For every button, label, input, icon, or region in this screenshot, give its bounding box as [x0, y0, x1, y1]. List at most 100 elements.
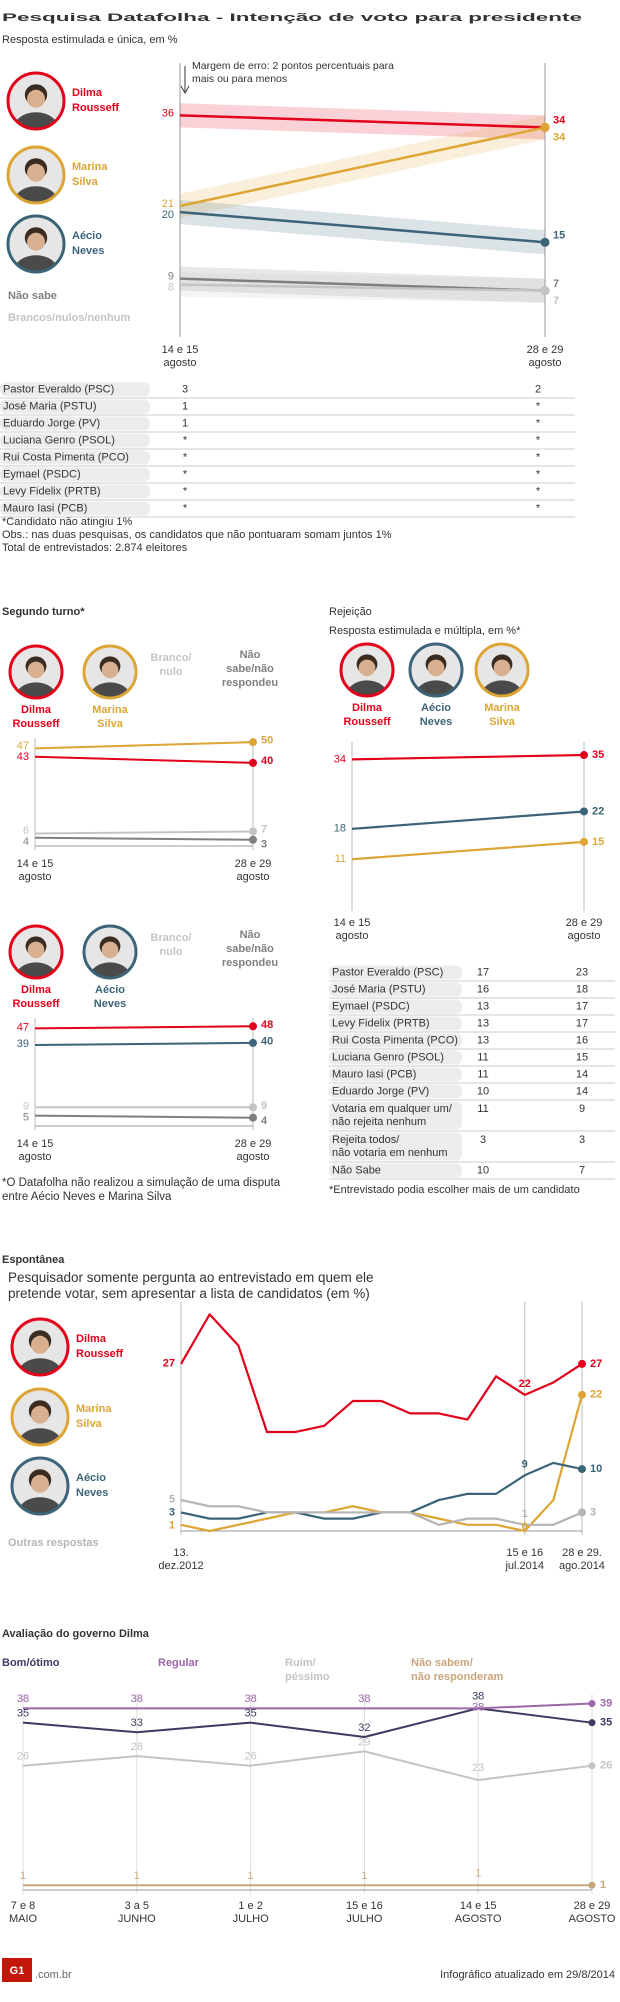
row-name-bg	[329, 1132, 462, 1161]
photo-ring	[339, 642, 395, 698]
text-line: dez.2012	[158, 1560, 203, 1572]
value-label: 39	[600, 1697, 612, 1709]
main-title: Pesquisa Datafolha - Intenção de voto pa…	[2, 12, 582, 24]
value-label: 29	[358, 1736, 370, 1748]
value-label: 38	[17, 1693, 29, 1705]
row-name: José Maria (PSTU)	[3, 400, 97, 412]
text-line: Branco/	[151, 652, 192, 664]
photo	[341, 644, 393, 696]
legend-label: Brancos/nulos/nenhum	[8, 312, 130, 324]
text-line: 15 e 16	[506, 1547, 543, 1559]
text-line: 28 e 29	[527, 344, 564, 356]
logo-domain: .com.br	[35, 1969, 72, 1981]
cell: *	[536, 485, 541, 497]
end-point	[249, 1038, 257, 1047]
photo-head	[31, 1335, 49, 1354]
text-line: Regular	[158, 1657, 200, 1669]
cell: 14	[576, 1085, 588, 1097]
note: *Entrevistado podia escolher mais de um …	[329, 1184, 580, 1196]
text-line: Rejeita todos/	[332, 1134, 400, 1146]
legend-label: Dilma Rousseff	[12, 704, 59, 730]
cell: 9	[579, 1103, 585, 1115]
cell: 13	[477, 1034, 489, 1046]
text-line: Dilma	[21, 704, 52, 716]
x-tick-label: 15 e 16 JULHO	[346, 1900, 383, 1925]
legend-label: Aécio Neves	[94, 984, 126, 1010]
row-name: Rejeita todos/não votaria em nenhum	[332, 1134, 448, 1159]
value-label: 1	[522, 1508, 528, 1520]
value-label: 38	[131, 1693, 143, 1705]
section-title: Rejeição	[329, 606, 372, 618]
text-line: Marina	[92, 704, 128, 716]
series-line	[34, 755, 254, 764]
row-name-bg	[329, 1101, 462, 1130]
value-label: 7	[553, 278, 559, 290]
text-line: 1 e 2	[238, 1900, 262, 1912]
text-line: agosto	[567, 930, 600, 942]
text-line: agosto	[236, 871, 269, 883]
cell: 13	[477, 1000, 489, 1012]
value-label: 38	[472, 1701, 484, 1713]
photo-ring	[10, 1456, 70, 1516]
cell: 16	[576, 1034, 588, 1046]
legend-label: Branco/nulo	[151, 652, 192, 678]
value-label: 35	[244, 1708, 256, 1720]
row-name-bg	[329, 999, 462, 1014]
series-line	[351, 753, 585, 761]
photo-ring	[10, 1387, 70, 1447]
photo-head	[27, 232, 45, 251]
text-line: Dilma	[72, 87, 103, 99]
end-point	[578, 1508, 586, 1517]
text-line: 15 e 16	[346, 1900, 383, 1912]
value-label: 43	[17, 751, 29, 763]
text-line: Dilma	[21, 984, 52, 996]
value-label: 48	[261, 1019, 273, 1031]
row-name: Votaria em qualquer um/não rejeita nenhu…	[332, 1103, 453, 1128]
text-line: Aécio	[95, 984, 125, 996]
photo-ring	[82, 644, 138, 700]
cell: *	[183, 468, 188, 480]
value-label: 1	[169, 1519, 175, 1531]
text-line: Não	[240, 929, 261, 941]
cell: 14	[576, 1068, 588, 1080]
end-point	[588, 1762, 596, 1770]
value-label: 11	[335, 853, 346, 865]
legend-label: Não sabe/não respondeu	[222, 929, 278, 969]
photo-ring	[6, 71, 66, 131]
text-line: Marina	[72, 161, 108, 173]
value-label: 39	[17, 1038, 29, 1050]
text-line: Neves	[94, 998, 126, 1010]
cell: *	[183, 502, 188, 514]
text-line: Silva	[72, 176, 99, 188]
row-name-bg	[0, 382, 150, 397]
row-name: Levy Fidelix (PRTB)	[3, 485, 101, 497]
value-label: 32	[358, 1722, 370, 1734]
x-tick-label: 14 e 15 agosto	[162, 344, 199, 369]
row-name: Rui Costa Pimenta (PCO)	[332, 1034, 458, 1046]
row-name-bg	[0, 399, 150, 414]
x-tick-label: 28 e 29 agosto	[235, 1138, 272, 1163]
text-line: Rousseff	[12, 998, 59, 1010]
cell: 23	[576, 966, 588, 978]
series-line	[179, 210, 546, 244]
row-name: Eduardo Jorge (PV)	[332, 1085, 429, 1097]
legend-label: Marina Silva	[76, 1403, 112, 1430]
value-label: 35	[600, 1717, 612, 1729]
photo-head	[358, 659, 376, 677]
end-point	[249, 1113, 257, 1122]
text-line: Neves	[420, 716, 452, 728]
photo	[8, 73, 64, 129]
legend-label: Aécio Neves	[76, 1472, 108, 1499]
value-label: 18	[334, 823, 346, 835]
row-name: Pastor Everaldo (PSC)	[332, 966, 443, 978]
row-name-bg	[0, 416, 150, 431]
text-line: JULHO	[346, 1913, 383, 1925]
photo-head	[427, 659, 445, 677]
text-line: não responderam	[411, 1671, 504, 1683]
value-label: 8	[168, 282, 174, 294]
value-label: 47	[17, 740, 29, 752]
cell: 18	[576, 983, 588, 995]
x-tick-label: 1 e 2 JULHO	[233, 1900, 270, 1925]
value-label: 26	[600, 1760, 612, 1772]
series-line	[351, 840, 585, 861]
